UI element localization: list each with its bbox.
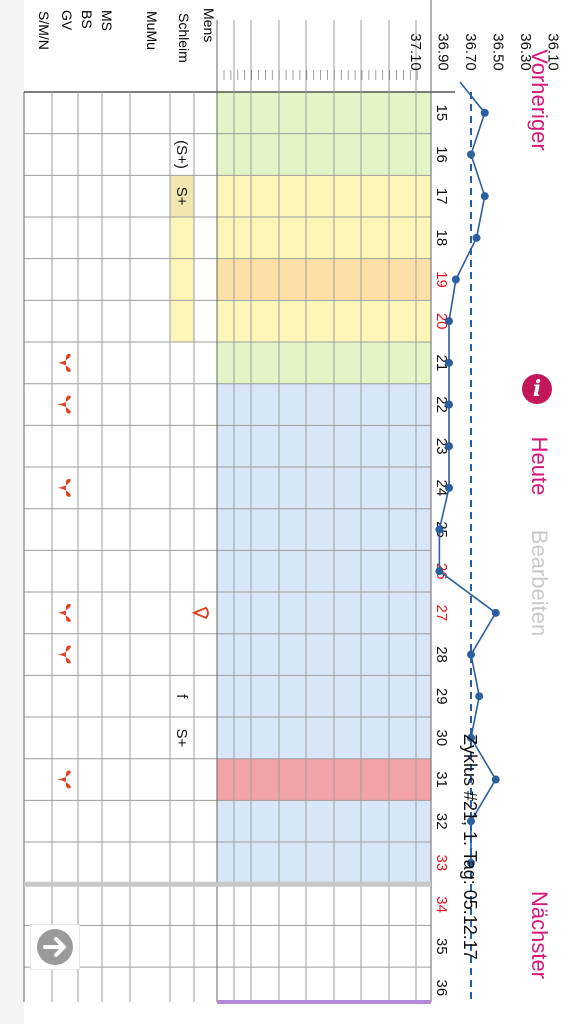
- gv-heart-icon: [57, 770, 71, 789]
- row-label-ms: MS: [99, 10, 115, 31]
- edit-button: Bearbeiten: [527, 529, 552, 637]
- cycle-title: Zyklus #21, 1. Tag: 05.12.17: [460, 734, 480, 960]
- temperature-point: [480, 192, 489, 201]
- temperature-point: [491, 608, 500, 617]
- day-label: 21: [433, 355, 450, 372]
- temperature-point: [451, 275, 460, 284]
- phase-band: [217, 342, 431, 384]
- left-edge-strip: [0, 0, 24, 1024]
- temperature-point: [475, 692, 484, 701]
- day-label: 35: [433, 938, 450, 955]
- y-tick-label: 36.10: [545, 33, 562, 71]
- previous-button[interactable]: Vorheriger: [527, 49, 552, 151]
- schleim-band-strong: [170, 175, 194, 218]
- day-label: 31: [433, 771, 450, 788]
- row-label-bs: BS: [79, 10, 95, 29]
- temperature-point: [445, 400, 453, 409]
- y-tick-label: 37.10: [407, 33, 424, 71]
- y-tick-label: 36.30: [517, 33, 534, 71]
- temperature-point: [445, 483, 453, 492]
- day-label: 27: [433, 605, 450, 622]
- y-tick-label: 36.90: [435, 33, 452, 71]
- temperature-point: [491, 775, 500, 784]
- day-label: 20: [433, 313, 450, 330]
- day-label: 29: [433, 688, 450, 705]
- day-label: 33: [433, 855, 450, 872]
- day-label: 34: [433, 896, 450, 913]
- gv-heart-icon: [57, 395, 71, 414]
- temperature-point: [445, 358, 453, 367]
- phase-band: [217, 758, 431, 801]
- y-tick-label: 36.70: [462, 33, 479, 71]
- temperature-point: [467, 650, 475, 659]
- temperature-line: [438, 81, 497, 863]
- bottom-marker: [217, 1000, 431, 1004]
- schleim-entry: S+: [173, 187, 190, 206]
- mens-drop-icon: [191, 606, 209, 619]
- today-button[interactable]: Heute: [527, 436, 552, 496]
- schleim-entry: (S+): [173, 140, 190, 169]
- future-separator: [24, 881, 431, 887]
- row-label-mens: Mens: [201, 8, 217, 43]
- day-label: 32: [433, 813, 450, 830]
- temperature-point: [472, 233, 481, 242]
- row-label-smn: S/M/N: [36, 11, 52, 50]
- temperature-point: [467, 858, 475, 867]
- next-button[interactable]: Nächster: [527, 890, 552, 980]
- temperature-point: [467, 733, 475, 742]
- temperature-point: [445, 317, 453, 326]
- schleim-entry: f: [173, 694, 190, 699]
- row-label-schleim: Schleim: [176, 13, 192, 63]
- temperature-point: [435, 525, 444, 534]
- temperature-point: [467, 817, 475, 826]
- y-tick-label: 36.50: [490, 33, 507, 71]
- temperature-point: [480, 108, 489, 117]
- day-label: 24: [433, 480, 450, 497]
- day-label: 16: [433, 146, 450, 163]
- day-label: 18: [433, 230, 450, 247]
- row-label-mumu: MuMu: [144, 11, 160, 50]
- temperature-point: [435, 567, 444, 576]
- day-label: 22: [433, 396, 450, 413]
- temperature-point: [467, 150, 475, 159]
- day-label: 23: [433, 438, 450, 455]
- day-label: 36: [433, 980, 450, 997]
- row-label-gv: GV: [59, 10, 75, 31]
- day-label: 17: [433, 188, 450, 205]
- gv-heart-icon: [57, 603, 71, 622]
- phase-band: [217, 300, 431, 343]
- gv-heart-icon: [57, 478, 71, 497]
- day-label: 15: [433, 104, 450, 121]
- day-label: 19: [433, 271, 450, 288]
- schleim-entry: S+: [173, 729, 190, 748]
- info-icon[interactable]: i: [522, 374, 552, 404]
- scroll-arrow-button[interactable]: [30, 924, 80, 970]
- phase-band: [217, 258, 431, 301]
- gv-heart-icon: [57, 645, 71, 664]
- temperature-point: [445, 442, 453, 451]
- day-label: 30: [433, 730, 450, 747]
- day-label: 28: [433, 646, 450, 663]
- gv-heart-icon: [57, 353, 71, 372]
